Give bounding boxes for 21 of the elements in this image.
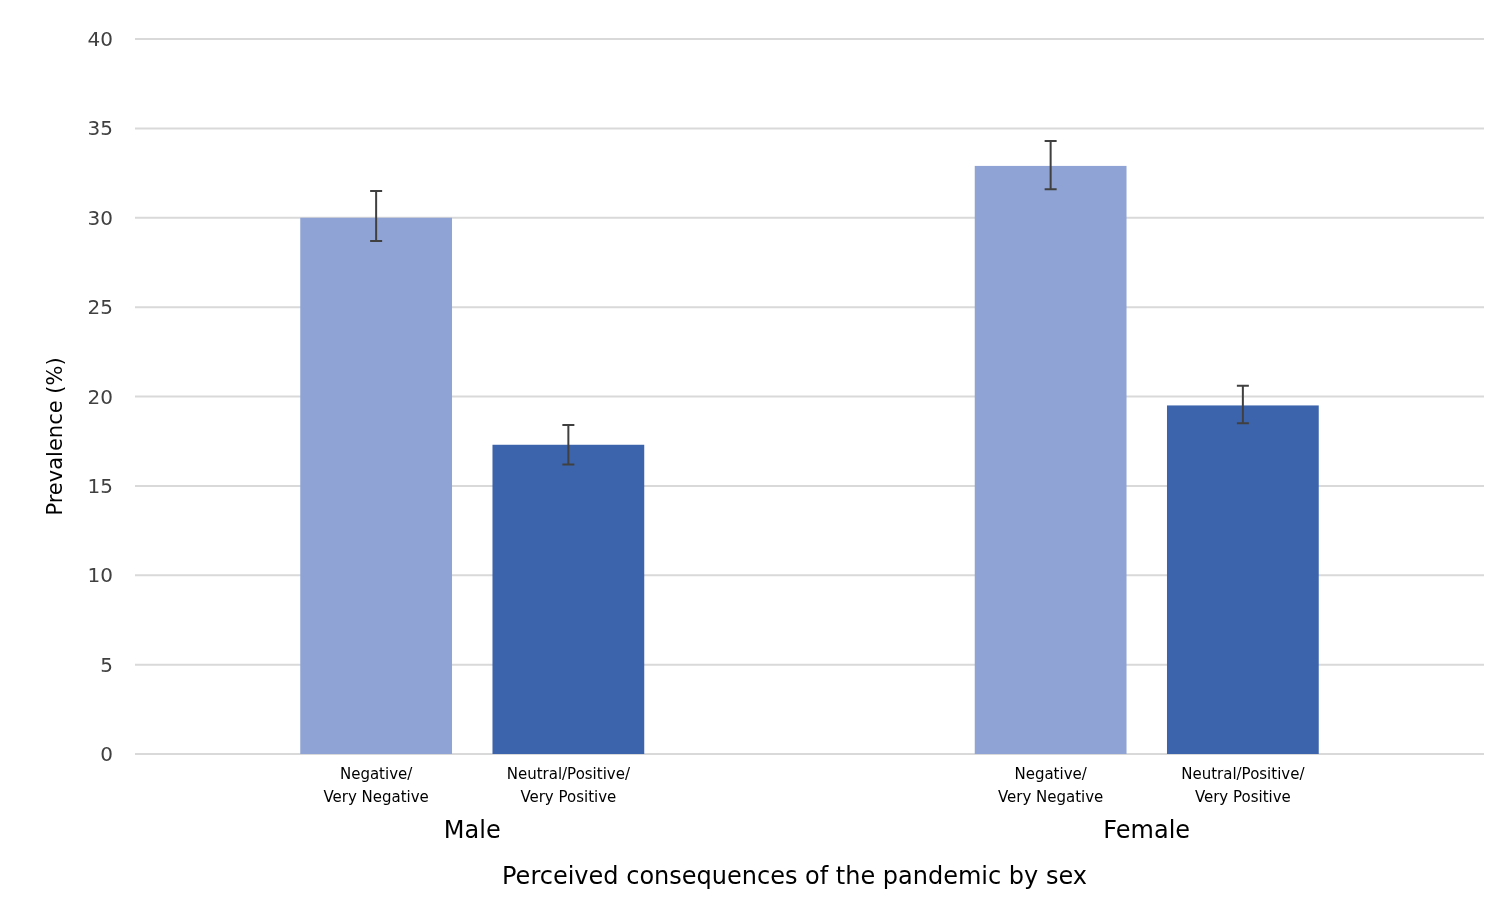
series-label: Neutral/Positive/ Very Positive bbox=[506, 765, 631, 806]
y-tick-label: 35 bbox=[87, 116, 113, 141]
x-tick-label: Male bbox=[443, 816, 501, 844]
y-tick-label: 30 bbox=[87, 205, 113, 230]
y-tick-label: 10 bbox=[87, 563, 113, 588]
y-tick-label: 20 bbox=[87, 384, 113, 409]
text: Negative/ Very Negative bbox=[997, 765, 1104, 806]
x-axis-title: Perceived consequences of the pandemic by sex bbox=[502, 862, 1087, 890]
y-tick-label: 15 bbox=[87, 473, 113, 498]
text: Neutral/Positive/ Very Positive bbox=[1181, 765, 1305, 806]
y-axis-title: Prevalence (%) bbox=[43, 357, 67, 516]
bar bbox=[1166, 405, 1319, 754]
y-tick-label: 25 bbox=[87, 295, 113, 320]
y-tick-label: 5 bbox=[100, 652, 113, 677]
y-tick-label: 0 bbox=[100, 742, 113, 766]
bar bbox=[492, 444, 645, 754]
x-tick-label: Female bbox=[1103, 816, 1191, 844]
bar bbox=[300, 217, 453, 754]
series-label: Negative/ Very Negative bbox=[323, 765, 429, 806]
y-tick-label: 40 bbox=[87, 27, 113, 51]
bar bbox=[974, 165, 1127, 754]
